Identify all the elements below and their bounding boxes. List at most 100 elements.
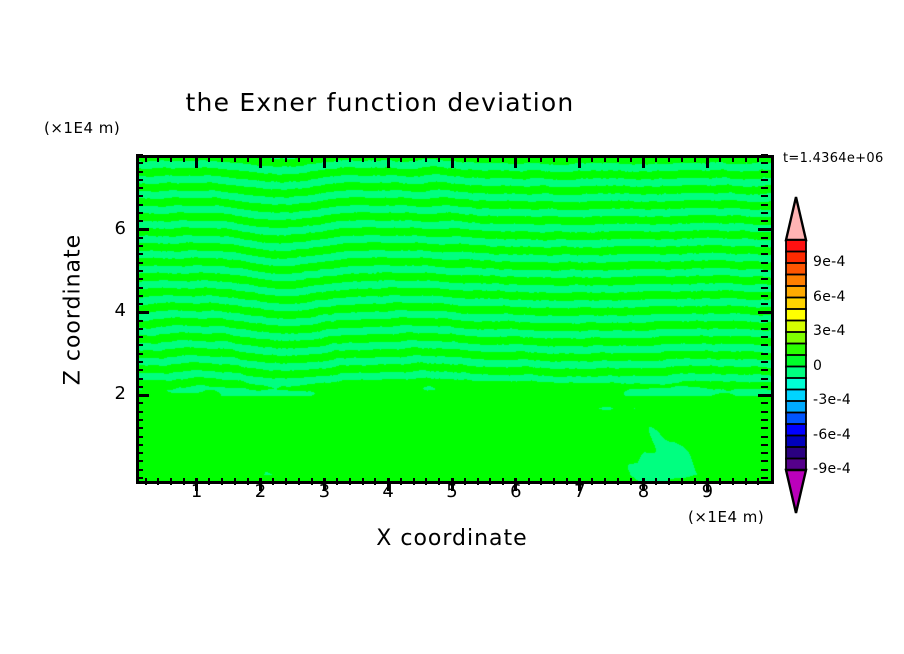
x-tick-minor xyxy=(502,478,505,485)
x-tick-top-minor xyxy=(144,155,147,162)
y-tick-right-minor xyxy=(761,154,768,156)
colorbar-band xyxy=(785,457,807,472)
x-tick-minor xyxy=(616,478,619,485)
page-title: the Exner function deviation xyxy=(185,88,575,117)
x-tick-minor xyxy=(693,478,696,485)
colorbar xyxy=(781,196,811,514)
x-tick-top-minor xyxy=(680,155,683,162)
x-tick-minor xyxy=(629,478,632,485)
y-tick-minor xyxy=(136,402,143,405)
x-tick-minor xyxy=(731,478,734,485)
x-tick-top-minor xyxy=(693,155,696,162)
colorbar-band xyxy=(785,239,807,253)
x-tick-label: 7 xyxy=(573,481,586,502)
y-tick-right-minor xyxy=(761,170,768,173)
y-tick-right-minor xyxy=(761,427,768,430)
x-tick-top-minor xyxy=(502,155,505,162)
x-tick-top-minor xyxy=(348,155,351,162)
y-tick-right-minor xyxy=(761,369,768,372)
x-tick-label: 9 xyxy=(701,481,714,502)
x-tick-minor xyxy=(157,478,160,485)
y-tick-major xyxy=(136,310,149,314)
x-tick-top-minor xyxy=(297,155,300,162)
x-tick-top-minor xyxy=(604,155,607,162)
y-tick-right-minor xyxy=(761,261,768,264)
colorbar-band xyxy=(785,400,807,414)
x-tick-top-minor xyxy=(182,155,185,162)
x-tick-top-minor xyxy=(629,155,632,162)
colorbar-band xyxy=(785,423,807,437)
colorbar-tick-label: -9e-4 xyxy=(813,461,852,477)
x-tick-top-minor xyxy=(233,155,236,162)
y-tick-minor xyxy=(136,154,143,156)
x-tick-label: 8 xyxy=(637,481,650,502)
x-tick-label: 2 xyxy=(254,481,267,502)
x-tick-minor xyxy=(412,478,415,485)
x-tick-minor xyxy=(336,478,339,485)
x-tick-top-minor xyxy=(412,155,415,162)
x-tick-minor xyxy=(680,478,683,485)
x-tick-top-minor xyxy=(757,155,760,162)
y-tick-label: 2 xyxy=(114,383,126,405)
contour-field-canvas xyxy=(139,158,771,481)
y-tick-right-minor xyxy=(761,477,768,479)
x-tick-minor xyxy=(348,478,351,485)
x-tick-label: 5 xyxy=(446,481,458,502)
y-tick-minor xyxy=(136,344,143,347)
colorbar-band xyxy=(785,411,807,426)
colorbar-band xyxy=(785,285,807,299)
x-tick-major xyxy=(705,478,709,491)
x-tick-minor xyxy=(208,478,211,485)
y-tick-right-minor xyxy=(761,303,768,306)
x-tick-top-minor xyxy=(438,155,441,162)
y-tick-right-minor xyxy=(761,319,768,322)
x-tick-label: 1 xyxy=(190,481,203,502)
x-tick-top-minor xyxy=(565,155,568,162)
x-tick-minor xyxy=(719,478,722,485)
y-tick-minor xyxy=(136,427,143,430)
y-tick-minor xyxy=(136,303,143,306)
y-tick-minor xyxy=(136,327,143,330)
x-tick-top-minor xyxy=(476,155,479,162)
x-tick-minor xyxy=(757,478,760,485)
x-axis-title: X coordinate xyxy=(376,526,528,551)
x-tick-top-minor xyxy=(668,155,671,162)
x-tick-top-minor xyxy=(399,155,402,162)
colorbar-tick-label: 3e-4 xyxy=(813,323,846,339)
y-tick-right-minor xyxy=(761,452,768,455)
y-tick-minor xyxy=(136,336,143,339)
x-tick-minor xyxy=(399,478,402,485)
x-tick-minor xyxy=(246,478,249,485)
x-tick-minor xyxy=(489,478,492,485)
y-tick-label: 4 xyxy=(114,300,126,322)
x-tick-top-minor xyxy=(616,155,619,162)
y-axis-title: Z coordinate xyxy=(60,233,86,386)
colorbar-tick-label: -6e-4 xyxy=(813,426,852,443)
y-tick-right-minor xyxy=(761,294,768,297)
y-tick-right-minor xyxy=(761,344,768,347)
x-tick-label: 4 xyxy=(382,481,394,502)
x-tick-top-minor xyxy=(540,155,543,162)
x-tick-top-minor xyxy=(489,155,492,162)
x-tick-minor xyxy=(463,478,466,485)
colorbar-band xyxy=(785,365,807,380)
x-tick-label: 6 xyxy=(510,481,522,502)
x-tick-label: 3 xyxy=(318,481,331,502)
y-tick-right-minor xyxy=(761,327,768,330)
y-tick-right-minor xyxy=(761,178,768,181)
y-tick-right-minor xyxy=(761,203,768,206)
x-tick-minor xyxy=(310,478,313,485)
y-tick-minor xyxy=(136,236,143,239)
y-tick-minor xyxy=(136,443,143,446)
x-tick-top-major xyxy=(386,155,390,168)
y-tick-minor xyxy=(136,385,143,388)
x-tick-major xyxy=(386,478,390,491)
x-tick-minor xyxy=(744,478,747,485)
y-tick-minor xyxy=(136,377,143,380)
colorbar-svg xyxy=(784,196,808,514)
x-tick-minor xyxy=(438,478,441,485)
y-tick-minor xyxy=(136,245,143,248)
y-tick-right-minor xyxy=(761,220,768,223)
y-tick-right-major xyxy=(758,310,771,314)
colorbar-band xyxy=(785,434,807,449)
